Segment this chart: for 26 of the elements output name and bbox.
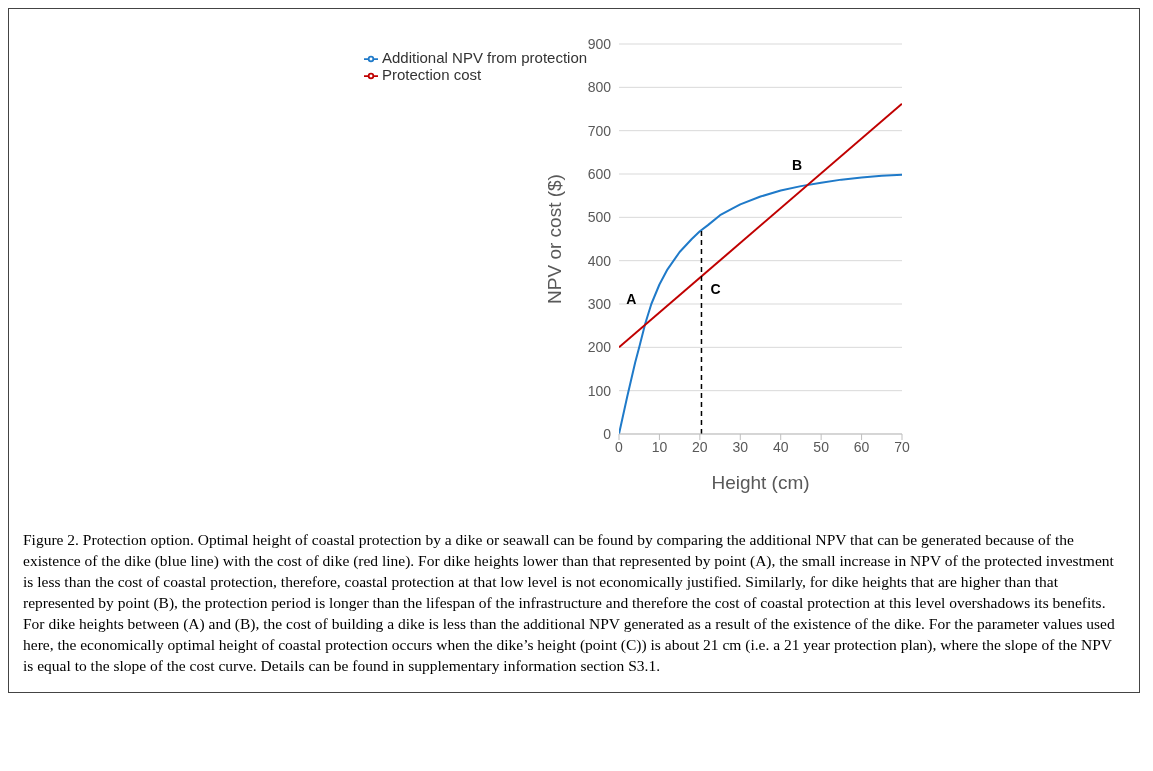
legend-label: Protection cost — [382, 66, 482, 84]
y-tick-label: 300 — [587, 295, 612, 312]
y-tick-label: 500 — [587, 209, 612, 226]
x-axis-title: Height (cm) — [711, 472, 810, 493]
annotation: C — [710, 280, 721, 297]
y-tick-label: 400 — [587, 252, 612, 269]
x-tick-label: 20 — [692, 438, 708, 455]
y-tick-label: 200 — [587, 339, 612, 356]
annotation: B — [791, 156, 803, 173]
x-tick-label: 50 — [813, 438, 830, 455]
x-tick-label: 30 — [732, 438, 749, 455]
caption: Figure 2. Protection option. Optimal height of coastal protection by a dike or seawall can be found by comparing the additional NPV that can be generated because of the existence of the dike (blue line) with the cost of dike (red line). For dike heights lower than that represented by point (A), the small increase in NPV of the protected investment is less than the cost of coastal protection, therefore, coastal protection at that low level is not economically justified. Similarly, for dike heights that are higher than that represented by point (B), the protection period is longer than the lifespan of the infrastructure and therefore the cost of coastal protection at this level overshadows its benefits. For dike heights between (A) and (B), the cost of building a dike is less than the additional NPV generated as a result of the existence of the dike. For the parameter values used here, the economically optimal height of coastal protection occurs when the dike’s height (point (C)) is about 21 cm (i.e. a 21 year protection plan), where the slope of the NPV is equal to the slope of the cost curve. Details can be found in supplementary information section S3.1. — [23, 530, 1116, 676]
y-tick-label: 800 — [587, 79, 612, 96]
annotation: A — [626, 290, 637, 307]
x-tick-label: 60 — [853, 438, 870, 455]
y-tick-label: 700 — [587, 122, 612, 139]
x-tick-label: 0 — [615, 438, 624, 455]
y-axis-title: NPV or cost ($) — [543, 174, 565, 304]
y-tick-label: 600 — [587, 165, 612, 182]
x-tick-label: 40 — [772, 438, 789, 455]
x-tick-label: 70 — [894, 438, 910, 455]
y-tick-label: 0 — [603, 425, 612, 442]
y-tick-label: 900 — [587, 35, 612, 52]
legend-label: Additional NPV from protection — [382, 49, 588, 66]
y-tick-label: 100 — [587, 382, 612, 399]
x-tick-label: 10 — [651, 438, 668, 455]
